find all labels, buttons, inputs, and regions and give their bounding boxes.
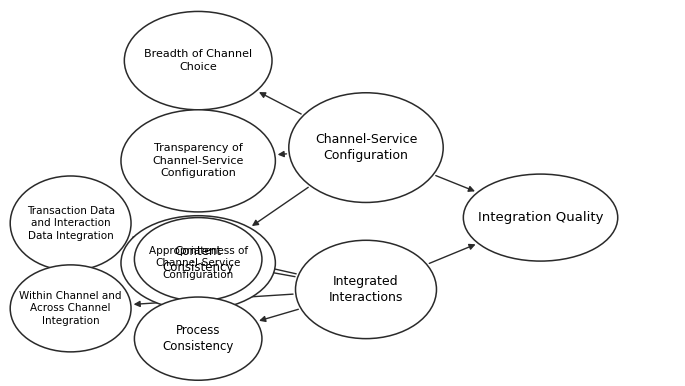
Ellipse shape	[134, 218, 262, 301]
Text: Within Channel and
Across Channel
Integration: Within Channel and Across Channel Integr…	[19, 291, 122, 326]
Ellipse shape	[134, 297, 262, 380]
Ellipse shape	[295, 240, 436, 339]
Text: Breadth of Channel
Choice: Breadth of Channel Choice	[144, 49, 252, 72]
Text: Process
Consistency: Process Consistency	[162, 324, 234, 353]
Ellipse shape	[121, 216, 275, 310]
Text: Channel-Service
Configuration: Channel-Service Configuration	[315, 133, 417, 162]
Ellipse shape	[10, 176, 131, 271]
Text: Integration Quality: Integration Quality	[477, 211, 603, 224]
Ellipse shape	[121, 110, 275, 212]
Text: Transaction Data
and Interaction
Data Integration: Transaction Data and Interaction Data In…	[27, 206, 114, 240]
Text: Transparency of
Channel-Service
Configuration: Transparency of Channel-Service Configur…	[153, 144, 244, 178]
Ellipse shape	[289, 93, 443, 202]
Ellipse shape	[10, 265, 131, 352]
Text: Content
Consistency: Content Consistency	[162, 245, 234, 274]
Ellipse shape	[463, 174, 618, 261]
Ellipse shape	[124, 12, 272, 110]
Text: Appropriateness of
Channel-Service
Configuration: Appropriateness of Channel-Service Confi…	[149, 245, 248, 280]
Text: Integrated
Interactions: Integrated Interactions	[329, 275, 403, 304]
